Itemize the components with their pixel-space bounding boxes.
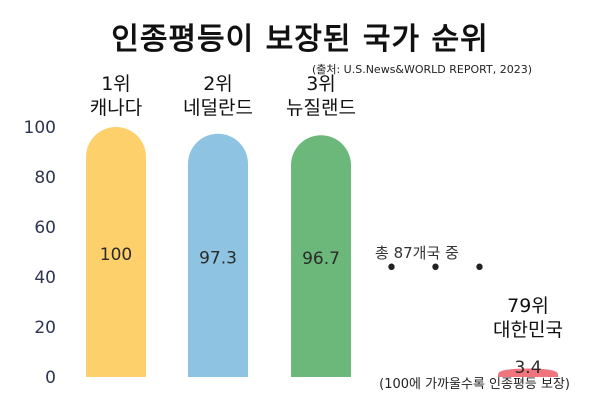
y-tick-label: 20 bbox=[34, 318, 56, 338]
country-name: 네덜란드 bbox=[183, 97, 253, 119]
total-countries-note: 총 87개국 중 bbox=[375, 244, 459, 262]
y-tick-label: 80 bbox=[34, 168, 56, 188]
bar-2 bbox=[188, 133, 249, 377]
value-label: 100 bbox=[100, 245, 132, 265]
y-tick-label: 0 bbox=[45, 368, 56, 388]
y-tick-label: 100 bbox=[24, 118, 56, 138]
value-label: 96.7 bbox=[302, 249, 340, 269]
rank-label: 79위 대한민국 bbox=[458, 294, 598, 342]
value-labels: 100 97.3 96.7 3.4 bbox=[100, 245, 542, 378]
y-axis: 0 20 40 60 80 100 bbox=[24, 118, 56, 388]
rank-label: 2위 네덜란드 bbox=[148, 72, 288, 120]
country-name: 대한민국 bbox=[493, 319, 563, 341]
rank-number: 79위 bbox=[507, 295, 549, 317]
y-tick-label: 60 bbox=[34, 218, 56, 238]
rank-number: 1위 bbox=[101, 73, 131, 95]
chart-title: 인종평등이 보장된 국가 순위 bbox=[111, 22, 489, 57]
value-label: 97.3 bbox=[199, 248, 237, 268]
y-tick-label: 40 bbox=[34, 268, 56, 288]
rank-number: 3위 bbox=[306, 73, 336, 95]
country-name: 뉴질랜드 bbox=[286, 97, 356, 119]
ellipsis-dots: • • • bbox=[385, 256, 498, 281]
bar-1 bbox=[86, 127, 146, 377]
bar-3 bbox=[291, 135, 351, 377]
bars bbox=[86, 127, 558, 377]
country-name: 캐나다 bbox=[89, 97, 143, 119]
value-label: 3.4 bbox=[514, 358, 541, 378]
rank-number: 2위 bbox=[203, 73, 233, 95]
rank-label: 1위 캐나다 bbox=[46, 72, 186, 120]
rank-label: 3위 뉴질랜드 bbox=[251, 72, 391, 120]
source-note: (출처: U.S.News&WORLD REPORT, 2023) bbox=[311, 63, 532, 76]
footnote: (100에 가까울수록 인종평등 보장) bbox=[379, 377, 570, 392]
bar-4 bbox=[498, 368, 558, 377]
